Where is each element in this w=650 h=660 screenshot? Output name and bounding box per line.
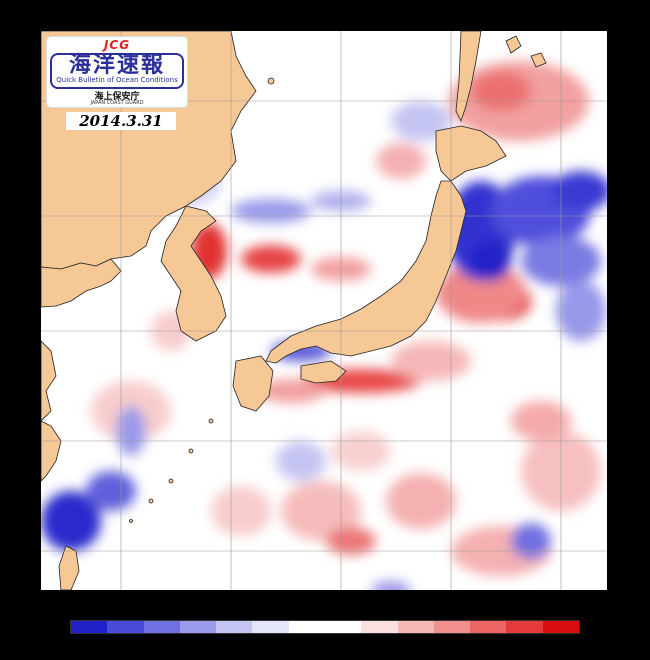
colorbar-swatch bbox=[107, 621, 144, 633]
colorbar-legend bbox=[70, 620, 580, 634]
colorbar-swatch bbox=[143, 621, 180, 633]
colorbar-swatch bbox=[216, 621, 253, 633]
logo-title-box: 海洋速報 Quick Bulletin of Ocean Conditions bbox=[50, 53, 184, 89]
colorbar-swatch bbox=[470, 621, 507, 633]
logo-agency-en: JAPAN COAST GUARD bbox=[90, 100, 144, 106]
colorbar-swatch bbox=[324, 621, 362, 633]
colorbar-swatch bbox=[506, 621, 543, 633]
anomaly-field bbox=[41, 61, 607, 590]
colorbar-swatch bbox=[288, 621, 325, 633]
logo-brand: JCG bbox=[103, 38, 131, 52]
colorbar-swatch bbox=[71, 621, 108, 633]
logo-subtitle: Quick Bulletin of Ocean Conditions bbox=[56, 76, 178, 84]
colorbar-swatch bbox=[433, 621, 471, 633]
sea-temperature-anomaly-map[interactable] bbox=[41, 31, 607, 590]
colorbar-swatch bbox=[542, 621, 579, 633]
jcg-logo: JCG 海洋速報 Quick Bulletin of Ocean Conditi… bbox=[47, 37, 187, 107]
logo-title: 海洋速報 bbox=[68, 53, 165, 78]
colorbar-swatch bbox=[179, 621, 217, 633]
colorbar-swatch bbox=[361, 621, 398, 633]
colorbar-swatch bbox=[252, 621, 289, 633]
colorbar-swatch bbox=[397, 621, 434, 633]
date-label: 2014.3.31 bbox=[66, 112, 176, 130]
logo-agency: 海上保安庁 bbox=[94, 92, 140, 102]
